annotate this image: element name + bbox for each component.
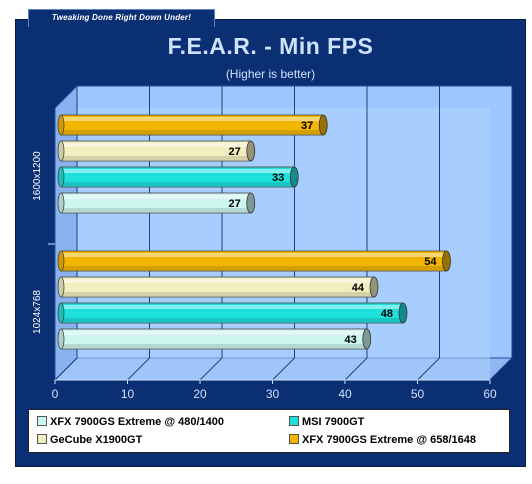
- bar-end-cap: [369, 276, 379, 298]
- legend-label: GeCube X1900GT: [50, 434, 143, 446]
- chart-title: F.E.A.R. - Min FPS: [167, 33, 374, 59]
- legend-swatch: [37, 416, 47, 426]
- bar-highlight: [61, 117, 324, 121]
- bar-highlight: [61, 143, 251, 147]
- data-label: 33: [272, 172, 284, 184]
- chart-subtitle: (Higher is better): [225, 67, 316, 81]
- bar-left-cap: [57, 140, 65, 162]
- bar: 27: [57, 192, 256, 214]
- data-label: 54: [424, 256, 437, 268]
- bar-left-cap: [57, 166, 65, 188]
- bar-left-cap: [57, 328, 65, 350]
- data-label: 37: [301, 120, 313, 132]
- x-tick-label: 0: [52, 387, 59, 401]
- bar-shade: [61, 318, 403, 322]
- bar-shade: [61, 292, 374, 296]
- gridline-floor: [199, 357, 223, 381]
- bar-shade: [61, 182, 295, 186]
- bar-shade: [61, 156, 251, 160]
- bar: 43: [57, 328, 372, 350]
- x-tick-label: 10: [121, 387, 135, 401]
- data-label: 43: [345, 334, 357, 346]
- legend-swatch: [289, 416, 299, 426]
- x-tick-label: 30: [266, 387, 280, 401]
- bar-end-cap: [398, 302, 408, 324]
- gridline-floor: [344, 357, 368, 381]
- bar-highlight: [61, 331, 367, 335]
- bar-shade: [61, 266, 447, 270]
- bar-left-cap: [57, 302, 65, 324]
- bar: 54: [57, 250, 451, 272]
- bar: 33: [57, 166, 299, 188]
- site-banner: Tweaking Done Right Down Under!: [28, 9, 215, 27]
- bar: 48: [57, 302, 408, 324]
- legend: XFX 7900GS Extreme @ 480/1400 MSI 7900GT…: [28, 409, 510, 453]
- x-tick-label: 20: [193, 387, 207, 401]
- bar-highlight: [61, 253, 447, 257]
- data-label: 27: [229, 146, 241, 158]
- bar-shade: [61, 130, 324, 134]
- bar-shade: [61, 208, 251, 212]
- legend-swatch: [289, 434, 299, 444]
- bar-end-cap: [442, 250, 451, 272]
- legend-item-xfx-658: XFX 7900GS Extreme @ 658/1648: [289, 434, 476, 446]
- gridline-floor: [272, 357, 295, 381]
- bar-highlight: [61, 279, 374, 283]
- bar-highlight: [61, 169, 295, 173]
- bar-left-cap: [57, 192, 65, 214]
- bar-shade: [61, 344, 367, 348]
- bar: 44: [57, 276, 379, 298]
- bar: 27: [57, 140, 256, 162]
- gridline-floor: [489, 357, 513, 381]
- bar-end-cap: [318, 114, 328, 136]
- bar-highlight: [61, 195, 251, 199]
- legend-label: MSI 7900GT: [302, 416, 365, 428]
- bar-left-cap: [57, 276, 65, 298]
- bar-end-cap: [362, 328, 372, 350]
- bar-highlight: [61, 305, 403, 309]
- x-tick-label: 50: [411, 387, 425, 401]
- bar-left-cap: [57, 250, 65, 272]
- legend-label: XFX 7900GS Extreme @ 658/1648: [302, 434, 477, 446]
- legend-item-xfx-480: XFX 7900GS Extreme @ 480/1400: [37, 416, 224, 428]
- legend-item-gecube: GeCube X1900GT: [37, 434, 142, 446]
- bar-left-cap: [57, 114, 65, 136]
- x-tick-label: 40: [338, 387, 352, 401]
- gridline-floor: [417, 357, 440, 381]
- bar-end-cap: [289, 166, 299, 188]
- category-label: 1024x768: [32, 290, 43, 334]
- legend-item-msi: MSI 7900GT: [289, 416, 364, 428]
- data-label: 44: [352, 282, 365, 294]
- legend-swatch: [37, 434, 47, 444]
- data-label: 48: [381, 308, 393, 320]
- x-tick-label: 60: [483, 387, 497, 401]
- legend-label: XFX 7900GS Extreme @ 480/1400: [50, 416, 225, 428]
- gridline-floor: [127, 357, 150, 381]
- gridline-floor: [54, 357, 78, 381]
- bar-end-cap: [246, 140, 256, 162]
- bar-end-cap: [246, 192, 256, 214]
- category-label: 1600x1200: [32, 151, 43, 201]
- data-label: 27: [229, 198, 241, 210]
- bar: 37: [57, 114, 328, 136]
